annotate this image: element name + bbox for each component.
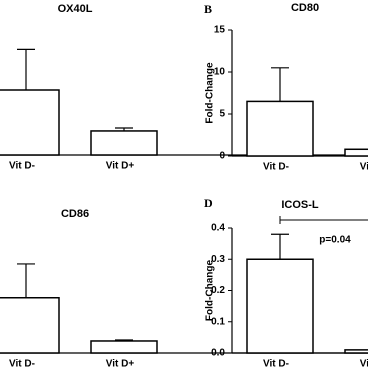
annotation: p=0.04 — [319, 235, 351, 246]
y-axis-label: Fold-Change — [205, 62, 216, 124]
x-tick-label: Vit D- — [263, 359, 289, 368]
x-tick-label: Vit D+ — [106, 161, 135, 172]
chart-title: OX40L — [58, 3, 93, 15]
y-tick-label: 0 — [219, 151, 225, 162]
bar — [344, 349, 368, 354]
y-axis-label: Fold-Change — [205, 260, 216, 322]
x-tick-label: Vit D+ — [360, 162, 368, 173]
x-tick-label: Vit D- — [263, 162, 289, 173]
bar — [0, 89, 60, 156]
bar — [246, 100, 314, 157]
x-tick-label: Vit D+ — [360, 359, 368, 368]
panel-label: D — [204, 196, 213, 210]
y-tick-label: 0.0 — [211, 348, 225, 359]
bar — [246, 258, 314, 354]
y-tick-label: 0.4 — [211, 223, 225, 234]
bar — [344, 148, 368, 157]
bar — [90, 130, 158, 156]
y-tick-label: 0.2 — [211, 285, 225, 296]
bar — [0, 297, 60, 354]
x-tick-label: Vit D- — [9, 161, 35, 172]
chart-title: CD80 — [291, 2, 319, 14]
chart-title: CD86 — [61, 208, 89, 220]
chart-title: ICOS-L — [281, 199, 319, 211]
y-tick-label: 0.1 — [211, 316, 225, 327]
y-tick-label: 15 — [214, 25, 226, 36]
y-tick-label: 5 — [219, 109, 225, 120]
x-tick-label: Vit D- — [9, 359, 35, 368]
bar — [90, 340, 158, 354]
x-tick-label: Vit D+ — [106, 359, 135, 368]
y-tick-label: 0.3 — [211, 254, 225, 265]
y-tick-label: 10 — [214, 67, 226, 78]
panel-label: B — [204, 2, 212, 16]
